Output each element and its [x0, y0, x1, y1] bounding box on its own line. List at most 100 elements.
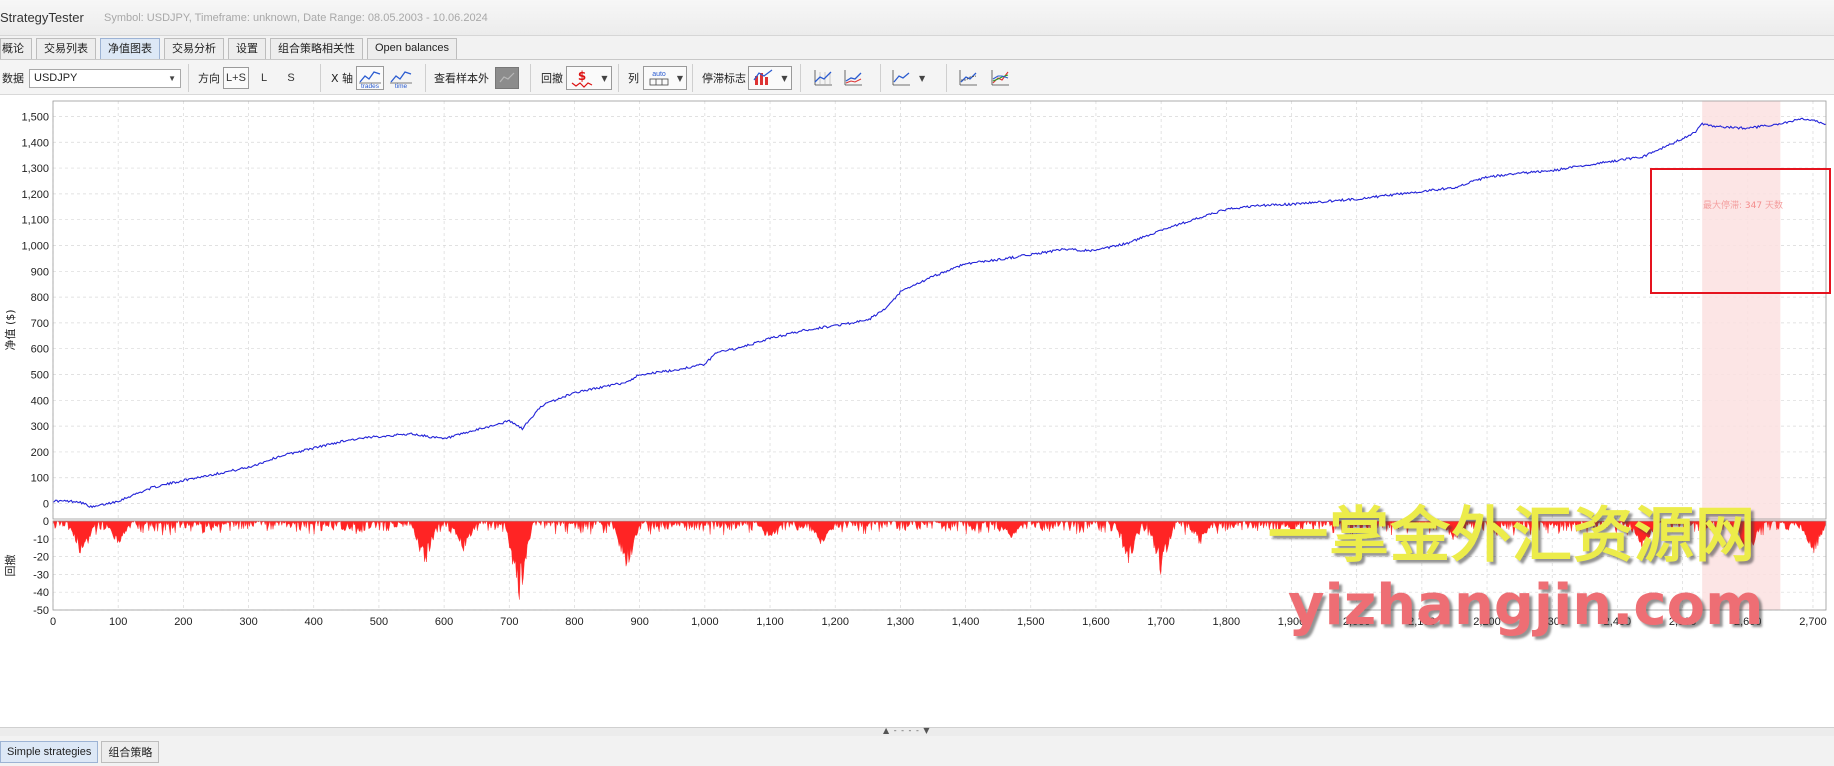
stagnation-days: 347: [1744, 201, 1763, 211]
equity-y-tick-labels: 0 100 200 300 400 500 600 700 800 900 1,000 1,100 1,…: [21, 111, 49, 510]
stagnation-label: 停滞标志: [702, 72, 746, 85]
main-tabs: 概论 交易列表 净值图表 交易分析 设置 组合策略相关性 Open balanc…: [0, 38, 461, 60]
trades-text: trades: [361, 83, 380, 89]
x-tick-label: 1,800: [1213, 616, 1241, 628]
equity-y-tick-label: 100: [31, 473, 49, 485]
chevron-down-icon: ▼: [676, 73, 684, 83]
multi-line-chart-icon[interactable]: [988, 66, 1012, 90]
x-tick-label: 600: [435, 616, 453, 628]
drawdown-y-tick-label: -50: [33, 605, 49, 617]
direction-long-button[interactable]: L: [260, 72, 268, 84]
equity-y-tick-label: 900: [31, 266, 49, 278]
x-tick-label: 2,600: [1734, 616, 1762, 628]
direction-label: 方向: [198, 72, 220, 85]
x-axis-trades-button[interactable]: trades: [356, 66, 385, 90]
equity-line-chart-icon[interactable]: [841, 66, 865, 90]
x-tick-label: 100: [109, 616, 127, 628]
x-tick-label: 700: [500, 616, 518, 628]
stagnation-group: 停滞标志 ▼: [702, 60, 792, 96]
columns-label: 列: [628, 72, 639, 85]
x-tick-label: 1,600: [1082, 616, 1110, 628]
direction-group: 方向 L+S L S: [198, 60, 303, 96]
x-tick-label: 800: [565, 616, 583, 628]
x-axis-label: X 轴: [331, 72, 354, 85]
tab-simple-strategies[interactable]: Simple strategies: [0, 741, 99, 763]
x-tick-label: 2,500: [1669, 616, 1697, 628]
columns-group: 列 auto ▼: [628, 60, 687, 96]
equity-y-tick-label: 400: [31, 395, 49, 407]
equity-y-tick-label: 500: [31, 370, 49, 382]
tab-overview[interactable]: 概论: [0, 38, 32, 59]
line-chart-icon[interactable]: [889, 66, 913, 90]
equity-y-tick-label: 800: [31, 292, 49, 304]
app-title: StrategyTester: [0, 10, 84, 25]
x-axis-group: X 轴 trades time: [331, 60, 415, 96]
x-tick-labels: 0 100 200 300 400 500 600 700 800 900 1,000 1,100 1,…: [50, 616, 1827, 628]
chart-type-group: ▼: [889, 60, 925, 96]
drawdown-y-tick-label: -10: [33, 534, 49, 546]
x-tick-label: 2,000: [1343, 616, 1371, 628]
compare-chart-icon[interactable]: [956, 66, 980, 90]
equity-y-tick-label: 200: [31, 447, 49, 459]
data-select[interactable]: USDJPY ▼: [29, 68, 181, 88]
svg-text:$: $: [578, 69, 586, 83]
direction-ls-button[interactable]: L+S: [223, 67, 249, 89]
equity-y-tick-label: 300: [31, 421, 49, 433]
stagnation-dropdown[interactable]: ▼: [748, 66, 792, 90]
chart-view-group: [811, 60, 865, 96]
equity-grid: [52, 101, 1826, 519]
x-tick-label: 2,400: [1604, 616, 1632, 628]
time-text: time: [395, 83, 408, 89]
highlight-annotation-box: [1650, 168, 1831, 294]
drawdown-group: 回撤 $ ▼: [541, 60, 612, 96]
equity-y-tick-label: 1,200: [21, 189, 49, 201]
x-tick-label: 400: [305, 616, 323, 628]
x-tick-label: 0: [50, 616, 56, 628]
equity-grid-chart-icon[interactable]: [811, 66, 835, 90]
x-axis-time-button[interactable]: time: [387, 66, 415, 90]
x-tick-label: 1,400: [952, 616, 980, 628]
direction-short-button[interactable]: S: [287, 72, 295, 84]
divider: [618, 64, 619, 92]
chevron-down-icon[interactable]: ▼: [919, 73, 926, 83]
splitter-grip-icon[interactable]: ▲ - - - - ▼: [883, 726, 931, 735]
tab-portfolio-strategies[interactable]: 组合策略: [101, 741, 160, 763]
sample-icon: [499, 72, 515, 83]
watermark-chinese: 一掌金外汇资源网: [1268, 501, 1756, 571]
tab-trade-analysis[interactable]: 交易分析: [164, 38, 224, 59]
divider: [880, 64, 881, 92]
x-tick-label: 300: [239, 616, 257, 628]
tab-open-balances[interactable]: Open balances: [367, 38, 457, 59]
x-tick-label: 1,300: [887, 616, 915, 628]
x-tick-label: 200: [174, 616, 192, 628]
out-of-sample-label: 查看样本外: [434, 72, 489, 85]
tab-portfolio-correlation[interactable]: 组合策略相关性: [270, 38, 363, 59]
tab-settings[interactable]: 设置: [228, 38, 266, 59]
x-tick-label: 1,100: [756, 616, 784, 628]
drawdown-dropdown[interactable]: $ ▼: [566, 66, 612, 90]
panel-splitter[interactable]: ▲ - - - - ▼: [0, 726, 1834, 736]
chart-area: 0 100 200 300 400 500 600 700 800 900 1,000 1,100 1,…: [0, 95, 1834, 727]
data-group: 数据 USDJPY ▼: [2, 60, 181, 96]
columns-dropdown[interactable]: auto ▼: [643, 66, 687, 90]
drawdown-area: [52, 520, 1827, 600]
equity-y-tick-label: 700: [31, 318, 49, 330]
out-of-sample-toggle[interactable]: [495, 67, 519, 89]
chevron-down-icon: ▼: [168, 73, 176, 83]
compare-group: [956, 60, 1012, 96]
divider: [800, 64, 801, 92]
x-tick-label: 1,900: [1278, 616, 1306, 628]
data-select-value: USDJPY: [34, 72, 78, 84]
tab-trade-list[interactable]: 交易列表: [36, 38, 96, 59]
tab-equity-chart[interactable]: 净值图表: [100, 38, 160, 59]
divider: [320, 64, 321, 92]
equity-y-tick-label: 1,100: [21, 215, 49, 227]
drawdown-y-tick-label: -30: [33, 569, 49, 581]
x-tick-label: 1,200: [821, 616, 849, 628]
equity-y-tick-label: 1,400: [21, 137, 49, 149]
stagnation-annotation: 最大停滞: 347 天数: [1703, 198, 1783, 211]
divider: [692, 64, 693, 92]
divider: [946, 64, 947, 92]
drawdown-y-tick-label: 0: [43, 516, 49, 528]
